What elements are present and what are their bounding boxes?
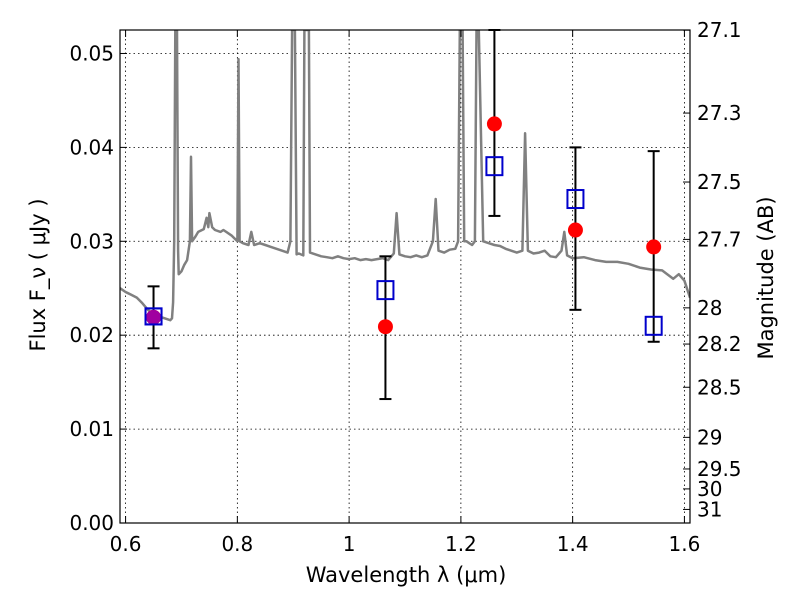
x-tick-label: 1.2 — [445, 532, 477, 556]
y-axis-label: Flux F_ν ( μJy ) — [26, 198, 51, 351]
spectrum-line — [120, 30, 690, 322]
y2-tick-label: 27.7 — [697, 227, 742, 251]
y2-tick-label: 31 — [697, 497, 722, 521]
data-points — [144, 116, 663, 336]
x-tick-label: 0.8 — [221, 532, 253, 556]
y2-tick-label: 28 — [697, 296, 722, 320]
y2-tick-label: 29.5 — [697, 457, 742, 481]
observed-point — [486, 116, 502, 132]
y2-tick-label: 27.1 — [697, 18, 742, 42]
model-square — [376, 280, 395, 301]
x-tick-label: 1.6 — [669, 532, 701, 556]
y2-axis-label: Magnitude (AB) — [754, 196, 778, 359]
y-tick-label: 0.04 — [69, 135, 114, 159]
observed-point — [567, 222, 583, 238]
y2-tick-label: 28.5 — [697, 375, 742, 399]
observed-point — [646, 239, 662, 255]
x-tick-label: 1.4 — [557, 532, 589, 556]
x-axis-label: Wavelength λ (μm) — [306, 563, 507, 587]
model-square — [485, 156, 504, 177]
observed-point — [377, 319, 393, 335]
y-tick-label: 0.00 — [69, 511, 114, 535]
y2-tick-label: 30 — [697, 477, 722, 501]
observed-point-overlap — [146, 309, 162, 325]
tick-labels: 0.6 0.8 1 1.2 1.4 1.6 0.00 0.01 0.02 0.03 0.04 0.05… — [69, 18, 741, 556]
y2-tick-label: 27.5 — [697, 170, 742, 194]
spectrum — [120, 30, 690, 322]
y2-tick-label: 27.3 — [697, 101, 742, 125]
model-square — [644, 315, 663, 336]
x-tick-label: 1 — [343, 532, 356, 556]
grid — [120, 30, 690, 524]
model-square — [566, 189, 585, 210]
y2-tick-label: 28.2 — [697, 332, 742, 356]
y2-tick-label: 29 — [697, 425, 722, 449]
y-tick-label: 0.01 — [69, 417, 114, 441]
axis-ticks — [120, 29, 690, 524]
y-tick-label: 0.05 — [69, 41, 114, 65]
plot-frame — [119, 29, 691, 524]
model-square-overlap — [144, 307, 163, 326]
y-tick-label: 0.02 — [69, 323, 114, 347]
y-tick-label: 0.03 — [69, 229, 114, 253]
error-bars — [147, 29, 660, 401]
x-tick-label: 0.6 — [110, 532, 142, 556]
